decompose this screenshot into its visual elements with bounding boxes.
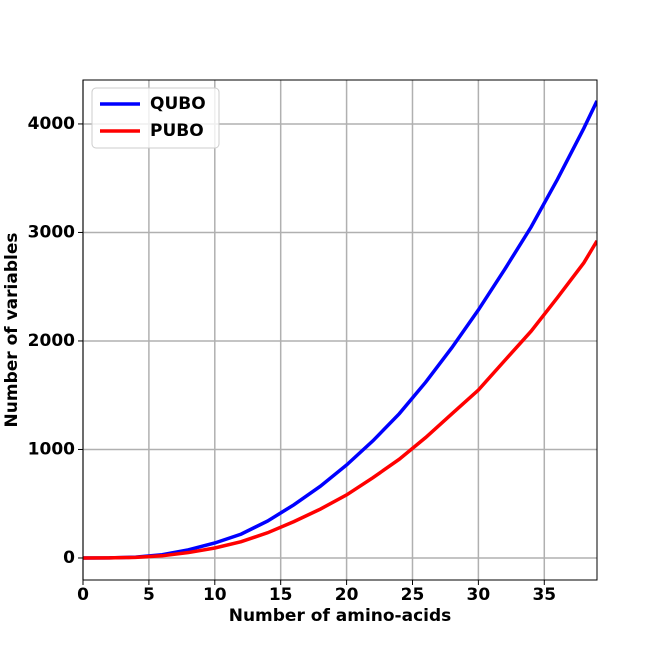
x-tick-label: 35 <box>532 585 556 605</box>
y-tick-label: 0 <box>63 548 75 568</box>
x-tick-label: 30 <box>467 585 491 605</box>
x-tick-label: 5 <box>143 585 155 605</box>
y-tick-label: 2000 <box>28 331 75 351</box>
legend-label: QUBO <box>150 94 206 114</box>
plot-frame <box>82 79 598 581</box>
x-tick-label: 10 <box>203 585 227 605</box>
x-axis-label: Number of amino-acids <box>229 606 452 626</box>
x-tick-label: 15 <box>269 585 293 605</box>
y-tick-label: 1000 <box>28 439 75 459</box>
x-tick-label: 0 <box>77 585 89 605</box>
y-tick-label: 4000 <box>28 114 75 134</box>
y-tick-label: 3000 <box>28 222 75 242</box>
y-axis-label: Number of variables <box>2 233 22 428</box>
line-series <box>83 240 597 560</box>
legend-label: PUBO <box>150 121 204 141</box>
x-tick-label: 20 <box>335 585 359 605</box>
line-series <box>83 100 597 560</box>
x-tick-label: 25 <box>401 585 425 605</box>
